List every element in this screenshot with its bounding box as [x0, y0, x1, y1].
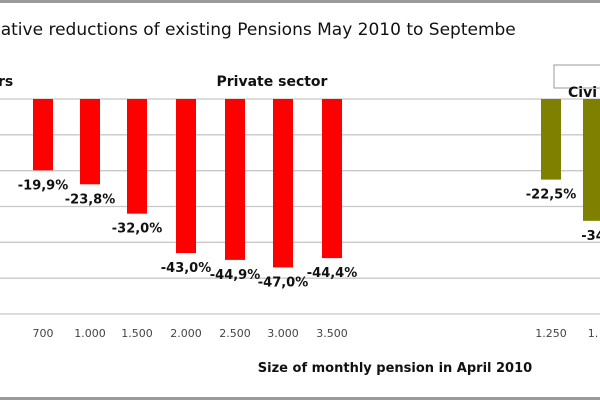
bar	[80, 99, 100, 185]
x-tick-label: 3.000	[267, 327, 299, 340]
bar	[225, 99, 245, 260]
data-label: -23,8%	[65, 192, 116, 207]
data-label: -22,5%	[526, 188, 577, 203]
bar	[33, 99, 53, 171]
x-tick-label: 2.500	[219, 327, 251, 340]
x-tick-label: 1.000	[74, 327, 106, 340]
data-label: -32,0%	[112, 222, 163, 237]
x-tick-label: 700	[33, 327, 54, 340]
data-label: -44,4%	[307, 266, 358, 281]
group-label-civil: Civi	[568, 85, 597, 101]
x-tick-label: 1.500	[121, 327, 153, 340]
bar	[541, 99, 561, 180]
chart-title: lative reductions of existing Pensions M…	[0, 20, 516, 40]
x-tick-label: 2.000	[170, 327, 202, 340]
bar	[176, 99, 196, 254]
x-axis-label: Size of monthly pension in April 2010	[258, 361, 532, 376]
data-label: -43,0%	[161, 261, 212, 276]
group-label-private: Private sector	[217, 74, 328, 90]
group-label-left: rs	[0, 74, 13, 90]
bar	[273, 99, 293, 268]
data-label: -44,9%	[210, 268, 261, 283]
bar	[583, 99, 600, 221]
bar	[127, 99, 147, 214]
x-tick-label: 1.	[588, 327, 599, 340]
x-tick-label: 1.250	[535, 327, 567, 340]
bar	[322, 99, 342, 259]
x-tick-label: 3.500	[316, 327, 348, 340]
data-label: -47,0%	[258, 275, 309, 290]
legend-box	[553, 64, 600, 89]
data-label: -19,9%	[18, 178, 69, 193]
data-label: -34	[581, 229, 600, 244]
